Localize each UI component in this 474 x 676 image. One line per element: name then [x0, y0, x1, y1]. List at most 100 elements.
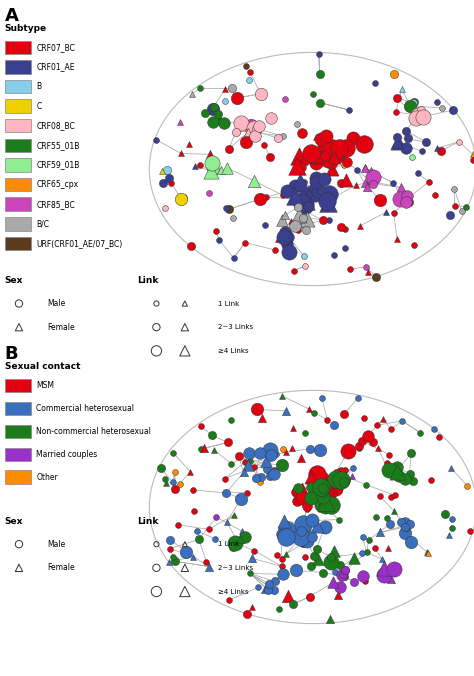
Point [341, 408, 348, 419]
Point [397, 182, 404, 193]
Point [337, 141, 344, 152]
Point [205, 561, 213, 572]
Point [246, 66, 254, 77]
Point [190, 551, 197, 562]
Text: Female: Female [47, 563, 75, 573]
Point [323, 497, 330, 508]
Point [153, 562, 160, 573]
Bar [5, 60, 31, 74]
Bar [5, 80, 31, 93]
Point [424, 547, 431, 558]
Point [301, 189, 308, 200]
Point [317, 185, 325, 195]
Point [365, 534, 373, 545]
Point [393, 233, 401, 244]
Point [324, 155, 332, 166]
Point [318, 475, 325, 485]
Point [218, 164, 225, 175]
Point [171, 466, 179, 477]
Point [237, 118, 245, 128]
Point [312, 132, 319, 143]
Point [163, 164, 171, 175]
Point [230, 510, 237, 521]
Point [312, 172, 319, 183]
Point [336, 143, 343, 153]
Point [448, 513, 456, 524]
Point [320, 174, 328, 185]
Point [299, 128, 306, 139]
Point [393, 137, 401, 147]
Point [197, 83, 204, 94]
Point [159, 177, 167, 188]
Point [327, 500, 335, 511]
Point [245, 460, 252, 470]
Point [316, 444, 324, 455]
Point [301, 552, 309, 562]
Text: 2~3 Links: 2~3 Links [218, 565, 253, 571]
Point [332, 467, 340, 478]
Point [425, 176, 433, 187]
Point [212, 512, 220, 523]
Point [361, 162, 369, 172]
Point [194, 526, 201, 537]
Point [264, 585, 272, 596]
Text: B: B [36, 82, 42, 91]
Point [330, 546, 337, 556]
Point [376, 491, 384, 502]
Point [355, 392, 362, 403]
Point [308, 561, 315, 572]
Point [401, 518, 409, 529]
Point [153, 135, 160, 145]
Point [298, 161, 305, 172]
Point [291, 180, 299, 191]
Point [294, 483, 301, 494]
Point [337, 222, 345, 233]
Point [412, 112, 419, 123]
Point [308, 472, 315, 483]
Point [402, 143, 410, 153]
Point [321, 481, 328, 492]
Text: Sex: Sex [5, 276, 23, 285]
Point [245, 126, 252, 137]
Point [393, 132, 401, 143]
Point [235, 451, 243, 462]
Point [305, 404, 312, 414]
Text: ≥4 Links: ≥4 Links [218, 348, 249, 354]
Text: CRF85_BC: CRF85_BC [36, 199, 75, 209]
Point [450, 183, 458, 194]
Point [352, 180, 360, 191]
Point [270, 464, 278, 475]
Point [205, 524, 212, 535]
Point [307, 492, 315, 503]
Point [285, 231, 292, 242]
Point [252, 473, 259, 483]
Point [301, 200, 309, 211]
Text: B: B [5, 345, 18, 363]
Point [288, 215, 295, 226]
Point [225, 203, 233, 214]
Point [409, 475, 416, 486]
Point [321, 150, 329, 161]
Point [410, 98, 417, 109]
Point [172, 556, 179, 566]
Point [363, 262, 370, 272]
Point [296, 217, 304, 228]
Point [303, 536, 310, 547]
Point [153, 298, 160, 309]
Point [312, 479, 320, 489]
Point [383, 458, 391, 468]
Point [363, 479, 370, 490]
Point [296, 193, 303, 204]
Point [314, 185, 322, 196]
Point [161, 203, 168, 214]
Point [361, 178, 369, 189]
Point [389, 177, 396, 188]
Point [341, 564, 349, 575]
Point [401, 474, 409, 485]
Point [407, 448, 415, 458]
Point [277, 529, 284, 539]
Point [209, 164, 217, 174]
Point [221, 473, 228, 484]
Text: ≥4 Links: ≥4 Links [218, 589, 249, 594]
Point [322, 496, 329, 507]
